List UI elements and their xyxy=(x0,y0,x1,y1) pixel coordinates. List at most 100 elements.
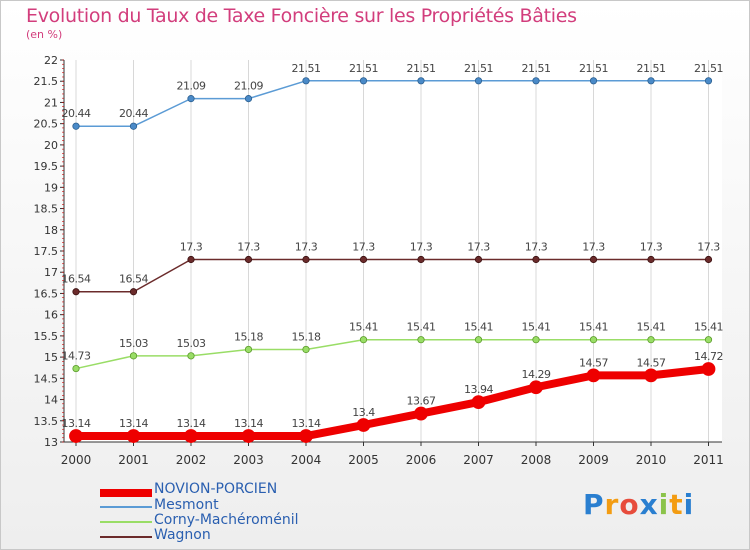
data-point xyxy=(589,77,598,85)
data-label: 21.51 xyxy=(407,62,436,75)
data-label: 13.67 xyxy=(407,395,436,408)
data-point xyxy=(644,368,658,383)
data-point xyxy=(302,345,310,354)
data-point xyxy=(187,255,195,264)
data-point xyxy=(356,418,371,432)
data-label: 21.51 xyxy=(694,62,723,75)
y-tick-label: 17 xyxy=(44,266,58,279)
brand-letter: r xyxy=(604,488,620,521)
data-label: 21.51 xyxy=(637,62,666,75)
brand-letter: i xyxy=(658,488,670,521)
data-label: 15.41 xyxy=(349,321,378,334)
x-tick-label: 2004 xyxy=(291,453,322,467)
x-tick-label: 2001 xyxy=(118,453,149,467)
y-tick-label: 18.5 xyxy=(34,203,59,216)
data-point xyxy=(414,406,428,421)
data-label: 17.3 xyxy=(582,240,605,253)
data-label: 13.14 xyxy=(119,417,148,430)
data-label: 21.51 xyxy=(349,62,378,75)
data-label: 17.3 xyxy=(467,240,490,253)
y-tick-label: 19 xyxy=(44,181,58,194)
data-label: 14.73 xyxy=(62,350,91,363)
legend-swatch xyxy=(100,506,152,508)
data-point xyxy=(359,255,368,264)
y-tick-label: 13 xyxy=(44,436,58,449)
data-label: 16.54 xyxy=(62,273,91,286)
data-label: 17.3 xyxy=(525,240,548,253)
data-point xyxy=(72,364,80,373)
y-tick-label: 21 xyxy=(44,96,58,109)
data-point xyxy=(647,77,655,85)
data-label: 14.57 xyxy=(637,356,666,369)
data-label: 13.14 xyxy=(234,417,263,430)
data-label: 15.41 xyxy=(637,321,666,334)
brand-letter: o xyxy=(619,488,640,521)
x-tick-label: 2005 xyxy=(348,453,379,467)
data-label: 14.57 xyxy=(579,356,608,369)
data-label: 15.41 xyxy=(464,321,493,334)
data-point xyxy=(244,255,253,264)
y-tick-label: 20.5 xyxy=(34,118,59,131)
data-point xyxy=(129,288,138,296)
data-point xyxy=(359,336,368,344)
data-label: 14.72 xyxy=(694,350,723,363)
y-tick-label: 15.5 xyxy=(34,330,59,343)
data-point xyxy=(417,77,425,85)
data-label: 21.09 xyxy=(234,80,263,93)
data-label: 17.3 xyxy=(352,240,375,253)
data-point xyxy=(417,336,425,344)
x-tick-label: 2007 xyxy=(463,453,494,467)
data-label: 16.54 xyxy=(119,273,148,286)
x-tick-label: 2000 xyxy=(61,453,92,467)
data-point xyxy=(244,95,253,103)
data-point xyxy=(184,429,198,443)
chart-unit: (en %) xyxy=(26,28,63,41)
y-tick-label: 21.5 xyxy=(34,75,59,88)
data-point xyxy=(126,429,141,443)
data-point xyxy=(241,429,256,443)
data-label: 20.44 xyxy=(62,107,91,120)
data-label: 15.41 xyxy=(522,321,551,334)
data-point xyxy=(69,429,83,443)
data-point xyxy=(129,352,138,360)
brand-letter: x xyxy=(639,488,659,521)
plot-area xyxy=(64,60,722,442)
data-point xyxy=(129,122,138,130)
x-tick-label: 2003 xyxy=(233,453,264,467)
y-tick-label: 20 xyxy=(44,139,58,152)
data-point xyxy=(359,77,368,85)
data-label: 15.41 xyxy=(694,321,723,334)
series-line-3 xyxy=(76,258,709,293)
data-point xyxy=(589,336,598,344)
legend-label: Mesmont xyxy=(154,497,219,513)
y-tick-label: 15 xyxy=(44,351,58,364)
legend-swatch xyxy=(100,489,152,497)
data-label: 13.94 xyxy=(464,383,493,396)
y-tick-label: 17.5 xyxy=(34,245,59,258)
brand-letter: P xyxy=(583,488,605,521)
data-label: 15.03 xyxy=(119,337,148,350)
y-tick-label: 13.5 xyxy=(34,415,59,428)
x-tick-label: 2002 xyxy=(176,453,207,467)
data-label: 17.3 xyxy=(180,240,203,253)
data-point xyxy=(704,77,713,85)
legend-label: Corny-Machéroménil xyxy=(154,512,299,528)
series-line-0 xyxy=(76,365,709,441)
data-point xyxy=(704,336,713,344)
data-point xyxy=(529,380,543,395)
data-point xyxy=(471,395,486,410)
data-label: 13.14 xyxy=(292,417,321,430)
x-tick-label: 2008 xyxy=(521,453,552,467)
data-label: 17.3 xyxy=(295,240,318,253)
legend-swatch xyxy=(100,521,152,523)
data-point xyxy=(187,95,195,103)
data-point xyxy=(417,255,425,264)
y-tick-label: 18 xyxy=(44,224,58,237)
brand-logo: Proxiti xyxy=(583,488,694,521)
data-label: 20.44 xyxy=(119,107,148,120)
data-label: 13.14 xyxy=(177,417,206,430)
data-label: 14.29 xyxy=(522,368,551,381)
brand-letter: t xyxy=(669,488,684,521)
data-label: 17.3 xyxy=(410,240,433,253)
